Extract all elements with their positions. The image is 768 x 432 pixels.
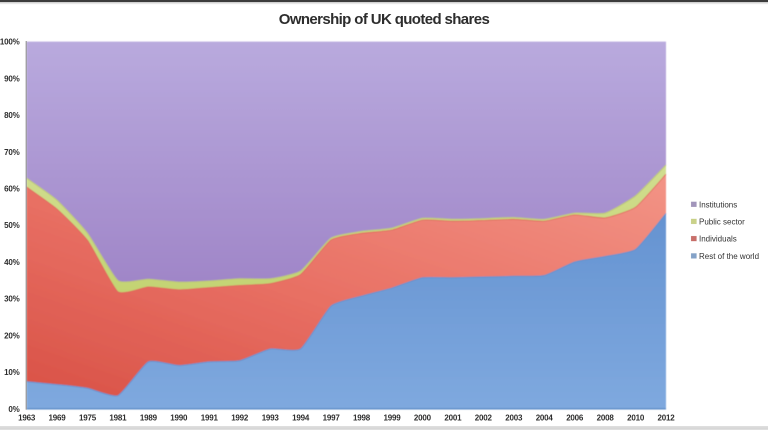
svg-text:90%: 90% (4, 74, 19, 83)
svg-text:0%: 0% (8, 405, 19, 414)
svg-text:100%: 100% (0, 38, 20, 47)
svg-text:2006: 2006 (566, 414, 584, 423)
svg-text:Public sector: Public sector (699, 217, 745, 226)
svg-text:1975: 1975 (79, 414, 97, 423)
svg-text:2008: 2008 (597, 414, 615, 423)
svg-text:1981: 1981 (109, 414, 127, 423)
svg-text:1992: 1992 (231, 414, 249, 423)
svg-text:60%: 60% (4, 185, 19, 194)
svg-text:2002: 2002 (475, 414, 493, 423)
svg-text:1989: 1989 (140, 414, 158, 423)
svg-text:2004: 2004 (536, 414, 554, 423)
svg-text:1990: 1990 (170, 414, 188, 423)
svg-text:1999: 1999 (384, 414, 402, 423)
svg-text:1991: 1991 (201, 414, 219, 423)
svg-text:2010: 2010 (627, 414, 645, 423)
svg-text:1969: 1969 (49, 414, 67, 423)
svg-text:Individuals: Individuals (699, 235, 737, 244)
svg-text:Ownership of UK quoted shares: Ownership of UK quoted shares (279, 11, 490, 28)
svg-text:1997: 1997 (323, 414, 341, 423)
svg-text:2012: 2012 (658, 414, 676, 423)
svg-text:Institutions: Institutions (699, 200, 737, 209)
svg-text:2000: 2000 (414, 414, 432, 423)
svg-text:10%: 10% (4, 368, 19, 377)
svg-text:2001: 2001 (444, 414, 462, 423)
svg-text:1994: 1994 (292, 414, 310, 423)
svg-text:1998: 1998 (353, 414, 371, 423)
svg-text:1993: 1993 (262, 414, 280, 423)
svg-text:80%: 80% (4, 111, 19, 120)
svg-text:20%: 20% (4, 331, 19, 340)
svg-text:1963: 1963 (18, 414, 36, 423)
svg-text:40%: 40% (4, 258, 19, 267)
svg-text:70%: 70% (4, 148, 19, 157)
svg-text:30%: 30% (4, 295, 19, 304)
svg-text:50%: 50% (4, 221, 19, 230)
svg-text:2003: 2003 (505, 414, 523, 423)
svg-text:Rest of the world: Rest of the world (699, 252, 759, 261)
